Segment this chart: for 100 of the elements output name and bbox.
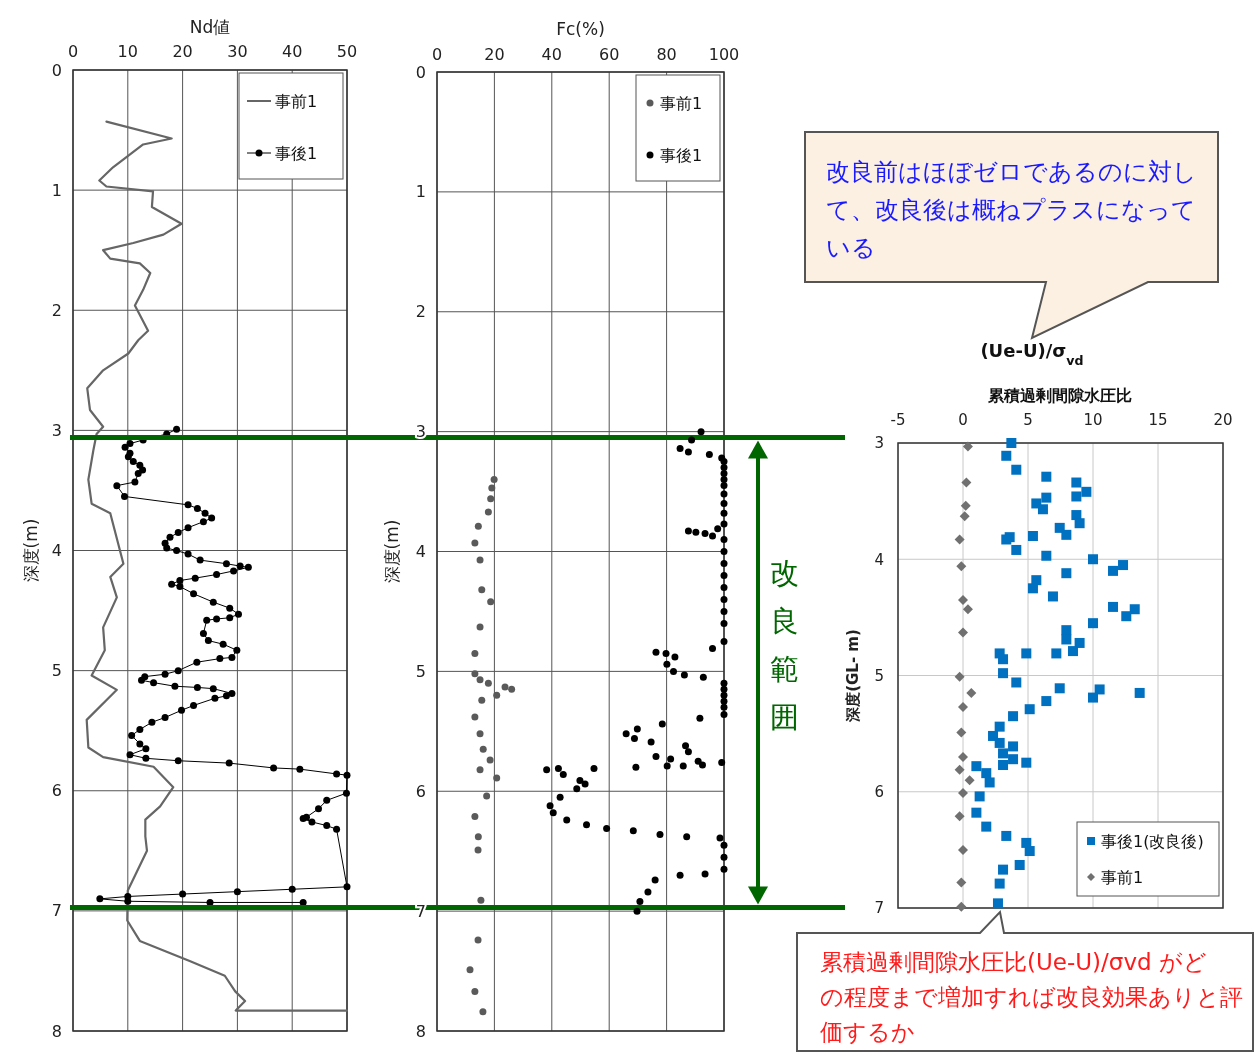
y-tick-label: 0: [415, 62, 426, 82]
point: [956, 877, 967, 888]
point: [484, 679, 492, 687]
x-tick-label: 15: [1148, 411, 1168, 429]
point: [954, 534, 965, 545]
point: [474, 936, 482, 944]
point: [964, 775, 975, 786]
point: [471, 670, 479, 678]
legend-label: 事後1: [660, 145, 703, 165]
x-tick-label: 10: [1083, 411, 1103, 429]
y-tick-label: 5: [874, 666, 884, 685]
point: [954, 671, 965, 682]
y-tick-label: 7: [874, 899, 884, 918]
y-tick-label: 8: [51, 1021, 62, 1041]
point: [476, 556, 484, 564]
point: [966, 687, 977, 698]
y-tick-label: 1: [415, 182, 426, 202]
x-tick-label: 80: [656, 45, 677, 64]
y-tick-label: 5: [51, 661, 62, 681]
y-tick-label: 4: [415, 542, 426, 562]
x-tick-label: 50: [336, 42, 358, 61]
x-tick-label: 0: [67, 42, 79, 61]
y-tick-label: 5: [415, 661, 426, 681]
y-tick-label: 8: [415, 1021, 426, 1041]
y-tick-label: 2: [415, 302, 426, 322]
x-tick-label: 20: [484, 45, 505, 64]
y-tick-label: 4: [874, 550, 884, 569]
point: [954, 811, 965, 822]
point: [958, 701, 968, 712]
point: [956, 727, 967, 738]
x-tick-label: 10: [117, 42, 138, 61]
point: [956, 901, 967, 912]
legend-label: 事前1: [275, 91, 318, 111]
x-tick-label: 100: [708, 45, 740, 64]
legend-label: 事前1: [660, 93, 703, 113]
point: [962, 604, 973, 615]
y-tick-label: 1: [51, 180, 62, 200]
point: [493, 691, 501, 699]
point: [958, 787, 968, 798]
x-tick-label: 0: [431, 45, 443, 64]
x-axis-title: Nd値: [189, 17, 231, 37]
point: [958, 594, 968, 605]
point: [471, 649, 479, 657]
point: [956, 561, 967, 572]
point: [471, 539, 479, 547]
point: [476, 623, 484, 631]
point: [493, 774, 501, 782]
point: [959, 511, 970, 522]
point: [487, 495, 495, 503]
text: 改良範囲: [769, 556, 799, 734]
line-series: [85, 120, 349, 1012]
point: [962, 441, 973, 452]
point: [476, 676, 484, 684]
y-tick-label: 3: [51, 420, 62, 440]
point: [486, 756, 494, 764]
point: [478, 696, 486, 704]
y-axis-title: 深度(GL- m): [844, 629, 862, 723]
x-tick-label: 30: [227, 42, 248, 61]
y-tick-label: 0: [51, 60, 62, 80]
point: [479, 745, 487, 753]
point: [958, 844, 968, 855]
point: [478, 586, 486, 594]
x-tick-label: 40: [541, 45, 562, 64]
point: [477, 896, 485, 904]
point: [476, 730, 484, 738]
x-tick-label: 5: [1023, 411, 1033, 429]
y-tick-label: 4: [51, 541, 62, 561]
point: [471, 713, 479, 721]
x-tick-label: -5: [890, 411, 906, 429]
text: 改良前はほぼゼロであるのに対して、改良後は概ねプラスになっている: [826, 158, 1197, 262]
point: [484, 508, 492, 516]
legend-label: 事後1: [275, 143, 318, 163]
x-tick-label: 20: [172, 42, 193, 61]
y-tick-label: 6: [874, 783, 884, 801]
point: [483, 792, 491, 800]
point: [960, 500, 971, 511]
legend-label: 事後1(改良後): [1101, 831, 1204, 851]
chart-title: (Ue-U)/σ$_{vd}$: [980, 340, 1084, 368]
point: [954, 764, 965, 775]
y-tick-label: 7: [51, 901, 62, 921]
point: [474, 833, 482, 841]
y-tick-label: 3: [874, 434, 884, 453]
y-axis-title: 深度(m): [21, 518, 41, 583]
text: 累積過剰間隙水圧比(Ue-U)/σvd がどの程度まで増加すれば改良効果ありと評価するか: [820, 949, 1243, 1045]
y-axis-title: 深度(m): [382, 519, 402, 584]
point: [476, 766, 484, 774]
point: [958, 627, 968, 638]
point: [958, 751, 968, 762]
point: [488, 484, 496, 492]
point: [490, 476, 498, 484]
y-tick-label: 6: [415, 781, 426, 801]
y-tick-label: 6: [51, 781, 62, 801]
point: [471, 812, 479, 820]
legend-label: 事前1: [1101, 867, 1144, 887]
point: [501, 683, 509, 691]
point: [466, 966, 474, 974]
point: [474, 522, 482, 530]
point: [508, 685, 516, 693]
x-tick-label: 20: [1213, 411, 1233, 429]
point: [487, 598, 495, 606]
